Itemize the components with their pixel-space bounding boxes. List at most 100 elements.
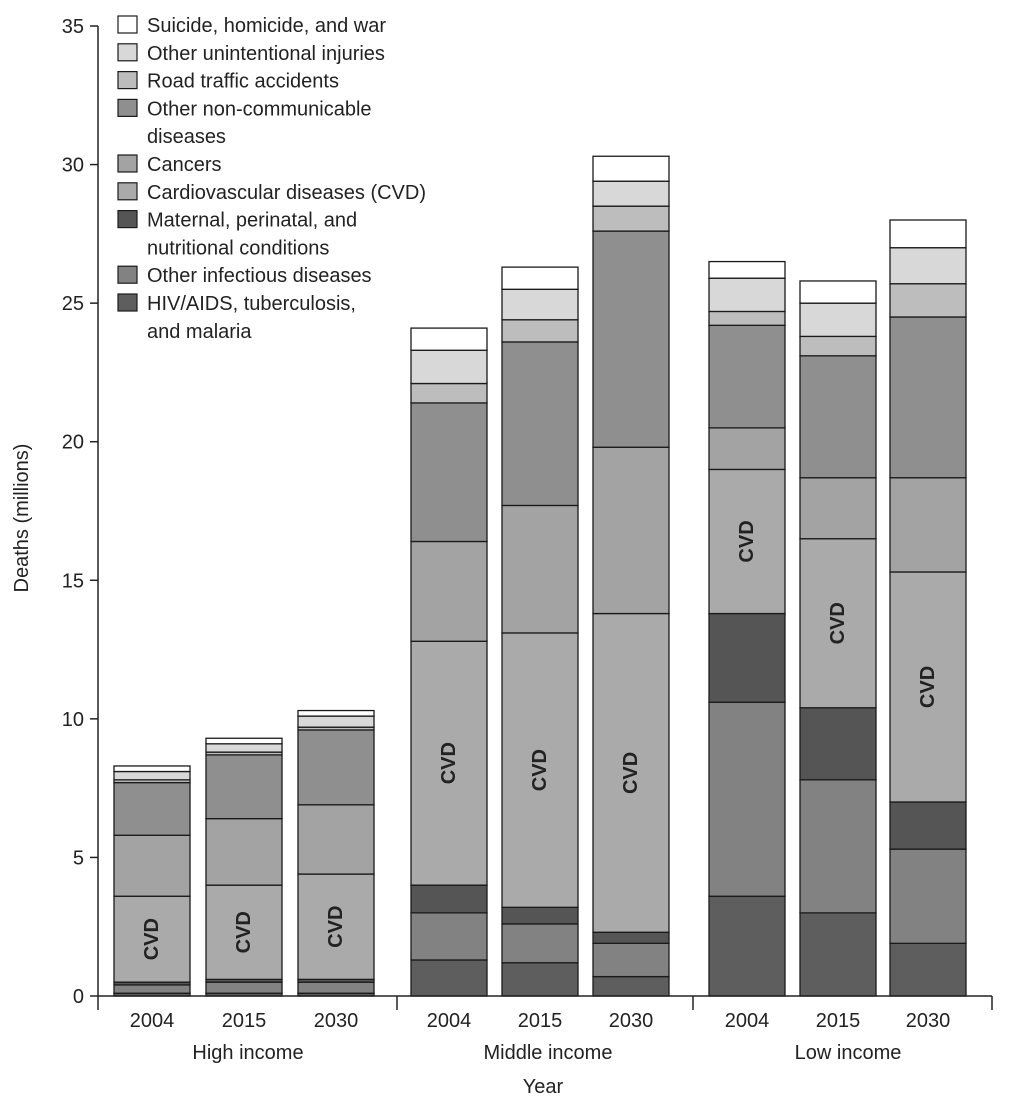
bar-segment xyxy=(501,962,579,997)
y-tick-label: 35 xyxy=(62,16,84,38)
legend-label: Cardiovascular diseases (CVD) xyxy=(147,182,426,204)
bar-segment xyxy=(592,205,670,232)
bar-segment xyxy=(410,540,488,642)
bar-segment xyxy=(113,765,191,773)
bar-segment xyxy=(889,247,967,285)
bar-segment xyxy=(592,180,670,207)
bar-segment xyxy=(889,283,967,318)
legend-label: HIV/AIDS, tuberculosis, xyxy=(147,293,356,315)
bar-segment xyxy=(113,781,191,836)
bar-segment xyxy=(297,709,375,717)
legend-label-continued: nutritional conditions xyxy=(147,237,329,259)
legend: Suicide, homicide, and war Other unintent… xyxy=(117,15,426,343)
legend-swatch xyxy=(117,70,138,90)
cvd-annotation: CVD xyxy=(917,666,939,708)
y-tick-label: 25 xyxy=(62,293,84,315)
bar-segment xyxy=(708,612,786,703)
cvd-annotation: CVD xyxy=(827,602,849,644)
bar-segment xyxy=(708,310,786,326)
bar-segment xyxy=(799,912,877,997)
y-tick-label: 10 xyxy=(62,709,84,731)
bar-segment xyxy=(592,942,670,978)
bar-segment xyxy=(708,895,786,997)
bar-segment xyxy=(205,743,283,753)
legend-label-continued: diseases xyxy=(147,126,226,148)
y-tick-label: 0 xyxy=(73,986,84,1008)
x-tick-label: 2015 xyxy=(518,1010,563,1032)
bar-segment xyxy=(410,959,488,997)
bar-segment xyxy=(592,155,670,182)
bar-segment xyxy=(799,477,877,540)
x-tick-label: 2015 xyxy=(222,1010,267,1032)
legend-swatch xyxy=(117,154,138,173)
bar-segment xyxy=(501,288,579,321)
legend-label: Road traffic accidents xyxy=(147,71,339,93)
legend-swatch xyxy=(117,293,138,312)
bar-segment xyxy=(410,402,488,543)
legend-swatch xyxy=(117,43,138,62)
bar-segment xyxy=(708,427,786,471)
bar-segment xyxy=(113,895,191,983)
bar-segment xyxy=(501,504,579,634)
y-tick-label: 15 xyxy=(62,570,84,592)
legend-swatch xyxy=(117,210,138,229)
bar-segment xyxy=(501,923,579,964)
legend-label: Maternal, perinatal, and xyxy=(147,210,357,232)
y-tick-label: 30 xyxy=(62,155,84,177)
y-tick-label: 5 xyxy=(73,847,84,869)
bar-segment xyxy=(410,349,488,385)
bar-segment xyxy=(889,316,967,479)
legend-swatch xyxy=(117,182,138,201)
bar-segment xyxy=(205,981,283,994)
bar-segment xyxy=(708,324,786,429)
bar-segment xyxy=(889,942,967,997)
legend-label: Suicide, homicide, and war xyxy=(147,15,386,37)
bar-segment xyxy=(708,260,786,279)
bar-segment xyxy=(113,770,191,781)
bar-segment xyxy=(410,912,488,961)
group-label: High income xyxy=(192,1042,303,1064)
bar-segment xyxy=(410,640,488,886)
legend-label: Other non-communicable xyxy=(147,98,372,120)
bar-segment xyxy=(297,873,375,981)
bar-segment xyxy=(889,848,967,944)
cvd-annotation: CVD xyxy=(529,749,551,791)
bar-segment xyxy=(205,754,283,820)
bar-segment xyxy=(592,975,670,997)
bar-segment xyxy=(799,302,877,338)
bar-segment xyxy=(501,319,579,343)
bar-segment xyxy=(799,538,877,709)
cvd-annotation: CVD xyxy=(325,906,347,948)
bar-segment xyxy=(799,707,877,781)
bar-segment xyxy=(113,834,191,897)
bar-segment xyxy=(799,335,877,357)
bars-layer: CVD CVD CVD CVD CVD CVD CVD CVD CVD xyxy=(113,155,967,997)
cvd-annotation: CVD xyxy=(736,520,758,562)
bar-segment xyxy=(708,701,786,897)
legend-label: Cancers xyxy=(147,154,221,176)
bar-segment xyxy=(501,266,579,290)
bar-segment xyxy=(501,906,579,925)
y-axis-title: Deaths (millions) xyxy=(11,444,33,593)
legend-label: Other infectious diseases xyxy=(147,265,372,287)
bar-segment xyxy=(889,571,967,803)
bar-segment xyxy=(205,817,283,886)
x-tick-label: 2030 xyxy=(609,1010,654,1032)
bar-segment xyxy=(205,737,283,745)
legend-label: Other unintentional injuries xyxy=(147,43,385,65)
bar-segment xyxy=(113,984,191,994)
bar-segment xyxy=(297,715,375,728)
group-label: Middle income xyxy=(484,1042,613,1064)
bar-segment xyxy=(799,779,877,914)
x-tick-label: 2004 xyxy=(130,1010,175,1032)
bar-segment xyxy=(501,341,579,507)
bar-segment xyxy=(708,468,786,615)
bar-segment xyxy=(297,981,375,994)
legend-swatch xyxy=(117,15,138,34)
bar-segment xyxy=(410,884,488,914)
legend-swatch xyxy=(117,98,138,118)
bar-segment xyxy=(889,219,967,249)
bar-segment xyxy=(297,729,375,806)
cvd-annotation: CVD xyxy=(233,911,255,953)
